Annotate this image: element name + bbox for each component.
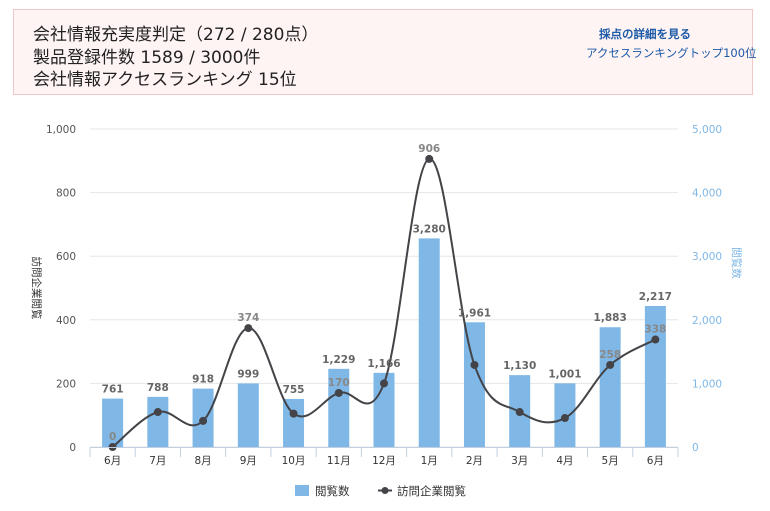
right-axis-title: 閲覧数 [730, 247, 743, 279]
right-axis-tick-label: 2,000 [692, 315, 722, 327]
access-chart: 0 200 400 600 800 1,000 0 1,000 2,000 3,000 4,000 5… [30, 124, 743, 498]
x-axis-tick-label: 6月 [647, 455, 664, 467]
x-axis-tick-label: 5月 [602, 455, 619, 467]
bar-value-label: 1,166 [367, 358, 400, 370]
line-value-label: 374 [237, 312, 259, 324]
right-axis-tick-label: 4,000 [692, 188, 722, 200]
line-series [108, 154, 660, 451]
bar [328, 368, 350, 447]
bar [102, 398, 124, 447]
chart-axes: 0 200 400 600 800 1,000 0 1,000 2,000 3,000 4,000 5… [30, 124, 743, 467]
info-products-line: 製品登録件数 1589 / 3000件 [33, 48, 261, 68]
bar-value-label: 788 [147, 382, 169, 394]
bar-value-label: 1,130 [503, 360, 536, 372]
line-point [560, 414, 569, 423]
line-value-label: 338 [644, 324, 666, 336]
x-axis-tick-label: 9月 [240, 455, 257, 467]
x-axis-tick-label: 12月 [372, 455, 396, 467]
bar-value-label: 761 [102, 384, 124, 396]
right-axis-tick-label: 5,000 [692, 124, 722, 136]
bar-value-label: 918 [192, 374, 214, 386]
line-point [380, 379, 388, 388]
legend-line-label: 訪問企業閲覧 [397, 484, 466, 498]
x-axis-tick-label: 7月 [149, 455, 166, 467]
line-point [515, 408, 524, 417]
score-detail-link[interactable]: 採点の詳細を見る [599, 27, 691, 41]
legend-line-marker [381, 487, 389, 494]
line-value-label: 0 [109, 431, 116, 443]
bar [463, 322, 485, 447]
bar-value-label: 1,229 [322, 354, 355, 366]
left-axis-tick-label: 1,000 [46, 124, 76, 136]
x-axis-tick-label: 1月 [421, 455, 438, 467]
bar-value-label: 3,280 [413, 223, 446, 235]
right-axis-tick-label: 1,000 [692, 378, 722, 390]
ranking-top100-link[interactable]: アクセスランキングトップ100位 [586, 46, 757, 60]
bar-value-label: 755 [283, 384, 305, 396]
bar-series [102, 238, 666, 447]
company-info-box: 会社情報充実度判定（272 / 280点） 製品登録件数 1589 / 3000… [13, 9, 757, 95]
chart-legend: 閲覧数 訪問企業閲覧 [295, 484, 466, 498]
x-axis-tick-label: 6月 [104, 455, 121, 467]
bar [283, 398, 305, 447]
x-axis-tick-label: 4月 [556, 455, 573, 467]
bar [373, 372, 395, 447]
x-axis-tick-label: 10月 [282, 455, 306, 467]
info-ranking-line: 会社情報アクセスランキング 15位 [33, 70, 297, 90]
bar [237, 383, 259, 447]
bar-value-label: 1,883 [594, 312, 627, 324]
right-axis-tick-label: 0 [692, 442, 699, 454]
line-point [289, 409, 298, 418]
left-axis-tick-label: 800 [56, 188, 76, 200]
x-axis-tick-label: 11月 [327, 455, 351, 467]
line-point [651, 335, 660, 344]
line-value-label: 906 [418, 143, 440, 155]
left-axis-tick-label: 200 [56, 378, 76, 390]
legend-bar-label: 閲覧数 [315, 484, 350, 498]
bar-value-label: 1,961 [458, 307, 491, 319]
bar [599, 327, 621, 447]
bar-value-label: 999 [237, 368, 259, 380]
line-point [199, 416, 208, 425]
left-axis-title: 訪問企業閲覧 [30, 257, 43, 320]
x-axis-tick-label: 2月 [466, 455, 483, 467]
line-point [334, 388, 343, 397]
legend-bar-swatch [295, 485, 309, 496]
left-axis-tick-label: 600 [56, 251, 76, 263]
left-axis-tick-label: 0 [69, 442, 76, 454]
line-value-label: 170 [328, 377, 350, 389]
line-value-label: 258 [599, 349, 621, 361]
line-point [153, 408, 162, 417]
bar [418, 238, 440, 447]
line-path [111, 157, 656, 448]
left-axis-tick-label: 400 [56, 315, 76, 327]
bar-value-label: 2,217 [639, 291, 672, 303]
x-axis-tick-label: 8月 [194, 455, 211, 467]
bar [147, 396, 169, 447]
info-score-line: 会社情報充実度判定（272 / 280点） [33, 25, 319, 45]
line-point [244, 324, 253, 333]
data-labels: 761 788 918 999 755 1,229 1,166 3,280 1,961 1,130… [102, 143, 672, 443]
line-point [425, 154, 434, 163]
line-point [470, 360, 479, 369]
bar-value-label: 1,001 [548, 368, 581, 380]
line-point [606, 360, 615, 369]
right-axis-tick-label: 3,000 [692, 251, 722, 263]
x-axis-tick-label: 3月 [511, 455, 528, 467]
